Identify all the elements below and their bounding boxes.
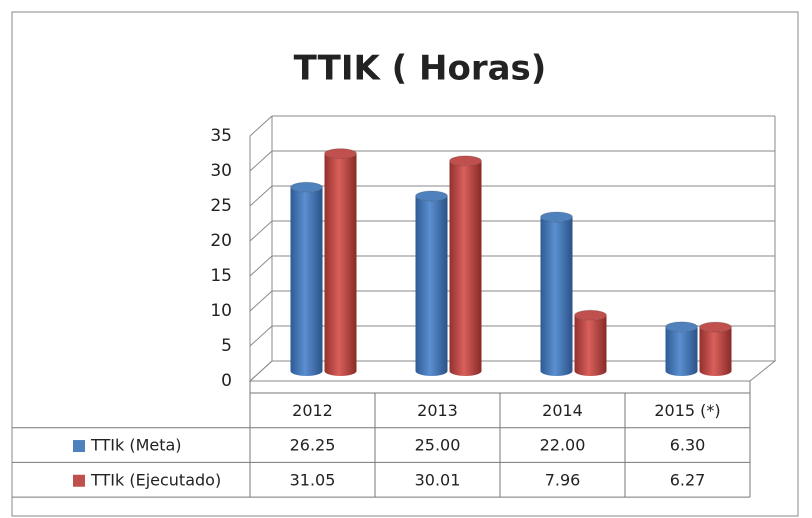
bar: [699, 327, 732, 377]
data-label: 26.25: [290, 436, 336, 455]
data-label: 6.27: [670, 470, 706, 489]
grid-line: [249, 185, 273, 207]
bar: [449, 160, 482, 377]
legend-label: TTIk (Ejecutado): [90, 470, 221, 489]
grid-line: [249, 360, 273, 382]
bar-top: [324, 148, 357, 160]
grid-line: [249, 220, 273, 242]
x-tick-label: 2015 (*): [654, 401, 720, 420]
data-label: 7.96: [545, 470, 581, 489]
data-label: 31.05: [290, 470, 336, 489]
grid-line: [249, 325, 273, 347]
bar-top: [415, 190, 448, 202]
frame: [11, 11, 799, 517]
bar-top: [449, 155, 482, 167]
bar-top: [699, 321, 732, 333]
bar: [574, 315, 607, 377]
bar: [290, 187, 323, 377]
x-tick-label: 2012: [292, 401, 333, 420]
grid-line: [249, 290, 273, 312]
y-tick-label: 35: [210, 126, 232, 146]
y-tick-label: 15: [210, 266, 232, 286]
legend-label: TTIk (Meta): [90, 436, 182, 455]
x-tick-label: 2013: [417, 401, 458, 420]
y-tick-label: 20: [210, 231, 232, 251]
bar: [324, 153, 357, 377]
legend-swatch: [73, 440, 85, 453]
y-tick-label: 10: [210, 301, 232, 321]
bar: [540, 217, 573, 377]
data-label: 22.00: [540, 436, 586, 455]
y-tick-label: 30: [210, 161, 232, 181]
bar-top: [540, 211, 573, 223]
data-label: 30.01: [415, 470, 461, 489]
grid-line: [249, 115, 273, 137]
legend-swatch: [73, 474, 85, 487]
bar-top: [665, 321, 698, 333]
grid-line: [249, 255, 273, 277]
bar: [665, 326, 698, 377]
bar-top: [574, 309, 607, 321]
data-label: 25.00: [415, 436, 461, 455]
data-label: 6.30: [670, 436, 706, 455]
x-tick-label: 2014: [542, 401, 583, 420]
chart-title: TTIK ( Horas): [294, 49, 547, 89]
y-tick-label: 25: [210, 196, 232, 216]
bar: [415, 196, 448, 377]
y-tick-label: 5: [221, 336, 232, 356]
bar-top: [290, 181, 323, 193]
y-tick-label: 0: [221, 371, 232, 391]
grid-line: [249, 150, 273, 172]
